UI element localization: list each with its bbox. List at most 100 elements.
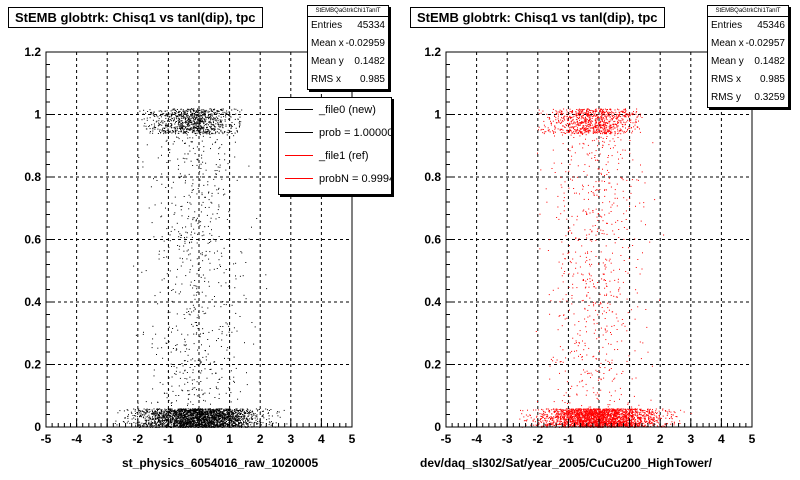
scatter-point	[181, 363, 183, 365]
scatter-point	[150, 423, 152, 425]
scatter-point	[218, 412, 220, 414]
scatter-point	[159, 425, 161, 427]
scatter-point	[205, 420, 207, 422]
scatter-point	[184, 174, 186, 176]
scatter-point	[219, 126, 221, 128]
scatter-point	[218, 123, 220, 125]
scatter-point	[200, 423, 202, 425]
scatter-point	[214, 422, 216, 424]
scatter-point	[198, 410, 199, 412]
scatter-point	[201, 418, 203, 420]
scatter-point	[609, 408, 611, 410]
scatter-point	[226, 408, 227, 410]
scatter-point	[199, 121, 201, 123]
scatter-point	[223, 417, 225, 419]
scatter-point	[246, 408, 248, 410]
scatter-point	[184, 128, 185, 130]
scatter-point	[186, 378, 188, 380]
scatter-point	[239, 124, 241, 126]
scatter-point	[204, 121, 206, 123]
scatter-point	[611, 413, 613, 415]
scatter-point	[198, 119, 200, 121]
scatter-point	[209, 176, 210, 178]
scatter-point	[159, 422, 161, 424]
scatter-point	[221, 255, 223, 257]
scatter-point	[181, 424, 183, 426]
scatter-point	[214, 108, 216, 110]
scatter-point	[248, 420, 250, 422]
scatter-point	[144, 419, 146, 421]
scatter-point	[216, 421, 218, 423]
scatter-point	[157, 410, 158, 411]
scatter-point	[190, 114, 192, 116]
scatter-point	[203, 413, 205, 415]
scatter-point	[175, 121, 177, 122]
scatter-point	[146, 144, 148, 146]
scatter-point	[186, 130, 188, 132]
scatter-point	[185, 226, 187, 228]
scatter-point	[243, 416, 245, 418]
scatter-point	[168, 421, 170, 423]
scatter-point	[224, 409, 226, 411]
scatter-point	[211, 234, 213, 236]
scatter-point	[215, 123, 217, 125]
scatter-point	[623, 419, 625, 421]
scatter-point	[219, 146, 221, 148]
scatter-point	[233, 425, 235, 427]
stats-value: 45334	[357, 20, 385, 31]
scatter-point	[152, 128, 154, 130]
scatter-point	[186, 258, 188, 260]
scatter-point	[146, 128, 148, 130]
scatter-point	[641, 411, 643, 413]
scatter-point	[157, 421, 159, 422]
scatter-point	[200, 126, 202, 128]
scatter-point	[201, 291, 203, 293]
x-tick-label: 4	[318, 432, 325, 446]
scatter-point	[187, 421, 189, 423]
scatter-point	[197, 118, 199, 120]
scatter-point	[239, 416, 241, 418]
scatter-point	[283, 409, 285, 411]
scatter-point	[180, 117, 182, 119]
scatter-point	[197, 111, 199, 113]
scatter-point	[204, 119, 206, 121]
scatter-point	[166, 414, 168, 416]
scatter-point	[151, 124, 153, 126]
scatter-point	[145, 421, 147, 423]
scatter-point	[197, 417, 199, 419]
scatter-point	[211, 299, 213, 301]
scatter-point	[192, 409, 194, 411]
scatter-point	[204, 255, 206, 257]
scatter-point	[225, 125, 227, 127]
scatter-point	[247, 420, 249, 422]
scatter-point	[243, 415, 245, 417]
scatter-point	[538, 423, 540, 425]
scatter-point	[217, 128, 219, 130]
scatter-point	[179, 233, 181, 235]
scatter-point	[149, 417, 151, 419]
scatter-point	[202, 414, 204, 416]
scatter-point	[240, 412, 242, 414]
scatter-point	[153, 112, 154, 114]
scatter-point	[557, 413, 559, 415]
scatter-point	[158, 415, 160, 417]
scatter-point	[161, 417, 163, 419]
scatter-point	[200, 211, 202, 213]
scatter-point	[202, 328, 204, 330]
scatter-point	[163, 410, 165, 412]
scatter-point	[183, 417, 185, 419]
scatter-point	[650, 414, 652, 416]
scatter-point	[162, 422, 164, 423]
scatter-point	[191, 412, 192, 414]
scatter-point	[624, 420, 626, 422]
scatter-point	[241, 109, 243, 111]
scatter-point	[230, 412, 232, 414]
scatter-point	[233, 380, 235, 382]
scatter-point	[257, 410, 258, 412]
scatter-point	[189, 202, 191, 204]
scatter-point	[209, 121, 211, 123]
scatter-point	[196, 286, 198, 288]
scatter-point	[213, 412, 215, 414]
scatter-point	[183, 110, 185, 112]
scatter-point	[184, 360, 186, 362]
